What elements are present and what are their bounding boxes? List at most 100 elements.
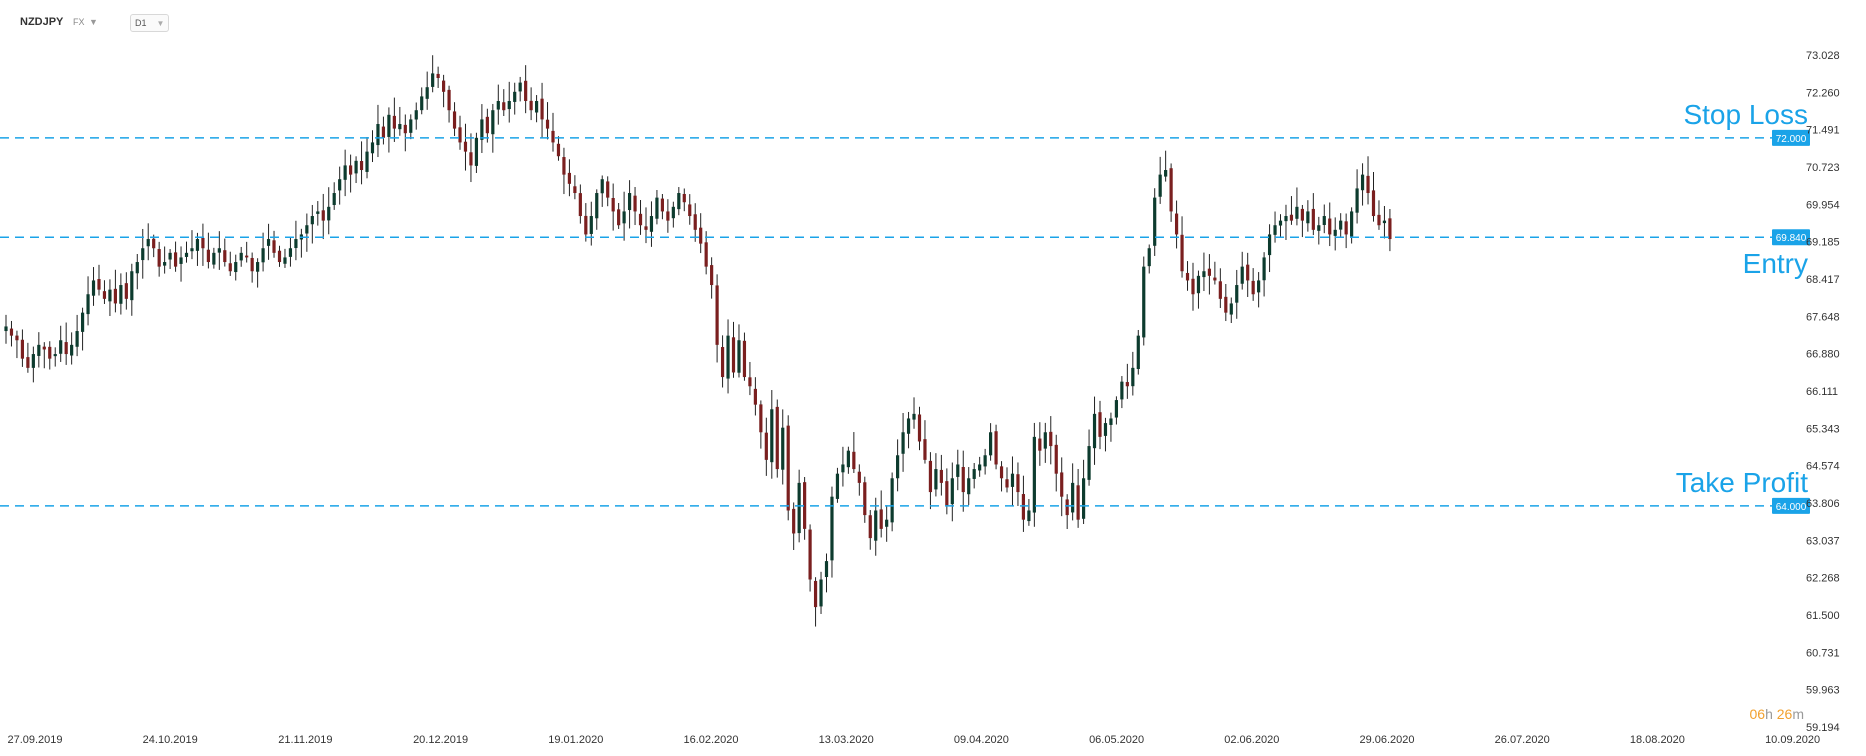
candle [1371,171,1376,222]
candle [1344,213,1348,249]
x-tick-label: 06.05.2020 [1089,734,1144,746]
candle [1142,256,1146,346]
timeframe-label: D1 [135,18,147,28]
candle [141,228,145,279]
x-tick-label: 26.07.2020 [1495,734,1550,746]
candle [1147,244,1151,274]
candle [195,232,200,266]
x-tick-label: 13.03.2020 [819,734,874,746]
candle [518,76,522,102]
candle [627,180,632,229]
candle [1267,224,1272,273]
candle [1295,187,1299,226]
symbol-label[interactable]: NZDJPY [20,16,64,28]
candle [720,335,725,388]
candle [671,201,675,228]
candle [813,577,818,627]
candle [1114,396,1119,425]
candle [201,223,205,266]
candle [540,82,544,138]
candle [173,241,178,272]
candle [1169,163,1173,222]
candle [452,102,457,137]
candle [1207,254,1211,295]
candle [578,184,582,224]
candle [1333,217,1337,251]
candle [86,276,90,326]
candle [245,241,249,263]
candle [1136,329,1140,375]
y-tick-label: 64.574 [1806,461,1840,473]
candle [835,467,840,503]
candle [1360,163,1365,206]
candle [1317,216,1321,245]
candle [890,472,894,532]
candle [223,238,227,267]
candle [600,175,604,207]
candle [1377,200,1381,230]
candle [748,361,752,396]
candle [1284,204,1288,240]
x-tick-label: 19.01.2020 [548,734,603,746]
x-tick-label: 24.10.2019 [143,734,198,746]
candle [803,477,807,540]
candle [190,230,194,260]
candle [611,183,615,231]
timer-hours-unit: h [1765,706,1773,722]
candle [108,279,112,316]
candle [830,486,834,578]
timer-minutes-unit: m [1792,706,1804,722]
candle [1218,268,1222,309]
candle [502,89,506,117]
candle [228,251,232,276]
candle [906,411,911,449]
candle [409,114,413,140]
y-tick-label: 65.343 [1806,423,1840,435]
timeframe-selector[interactable]: D1 ▼ [130,14,170,32]
candle [20,329,25,367]
symbol-chevron-down-icon[interactable]: ▼ [89,17,98,27]
candle [699,213,703,254]
candle [277,245,282,267]
level-name-label: Entry [1743,248,1808,279]
candle [179,246,183,282]
candle [1251,268,1255,301]
candle [376,104,380,158]
candle [923,420,927,464]
y-tick-label: 69.185 [1806,237,1840,249]
candle [524,65,528,114]
candle [354,156,358,184]
candle [458,115,462,150]
candle [491,103,495,153]
candle [212,247,216,269]
candle [4,314,8,344]
candle [113,269,117,313]
candle [617,202,621,229]
candle [42,342,46,369]
y-tick-label: 63.806 [1806,498,1840,510]
candle [1257,272,1261,308]
candle [1246,252,1250,297]
candle [168,249,172,269]
candle [945,468,949,515]
candle [184,241,189,263]
y-tick-label: 71.491 [1806,125,1840,137]
candle [770,390,774,479]
x-tick-label: 10.09.2020 [1765,734,1820,746]
candle [819,571,823,614]
level-name-label: Stop Loss [1683,99,1808,130]
candle [217,231,221,270]
candle [1339,213,1343,238]
candle [781,409,785,485]
candle [885,505,889,542]
candle [206,232,210,269]
y-tick-label: 62.268 [1806,573,1840,585]
candle [638,200,643,235]
candle [1229,297,1233,324]
candle [124,272,128,310]
candle [119,273,123,315]
candle [283,248,287,268]
candle [961,450,965,512]
candle [272,230,276,258]
